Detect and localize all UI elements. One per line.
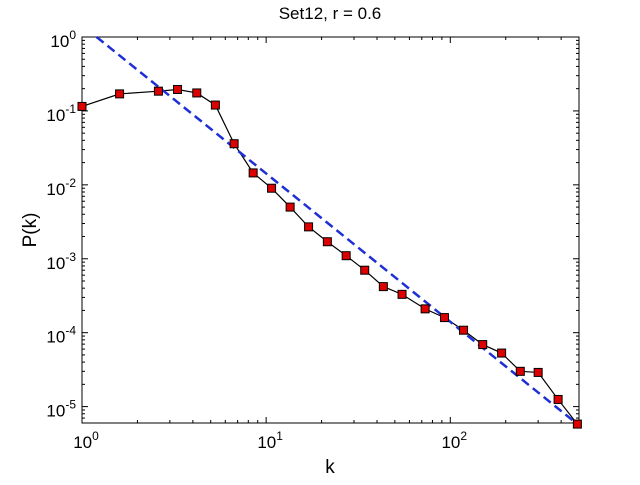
data-point-marker — [533, 367, 543, 377]
data-point-marker — [439, 313, 449, 323]
data-point-marker — [572, 419, 582, 429]
data-point-marker — [248, 168, 258, 178]
y-tick-label: 10-1 — [46, 102, 76, 125]
data-point-marker — [478, 340, 488, 350]
y-tick-label: 10-5 — [46, 398, 76, 421]
chart-title: Set12, r = 0.6 — [279, 4, 382, 23]
data-point-marker — [360, 265, 370, 275]
fit-line — [95, 36, 579, 426]
data-point-marker — [420, 304, 430, 314]
data-point-marker — [304, 222, 314, 232]
data-point-marker — [285, 202, 295, 212]
x-tick-label: 102 — [441, 429, 467, 452]
data-point-marker — [192, 88, 202, 98]
data-point-marker — [515, 366, 525, 376]
data-point-marker — [322, 237, 332, 247]
data-point-marker — [378, 282, 388, 292]
data-point-marker — [153, 86, 163, 96]
data-point-marker — [553, 394, 563, 404]
y-tick-label: 10-4 — [46, 324, 76, 347]
data-point-marker — [229, 139, 239, 149]
data-point-marker — [459, 325, 469, 335]
data-point-marker — [210, 100, 220, 110]
y-tick-label: 10-2 — [46, 176, 76, 199]
y-tick-label: 10-3 — [46, 250, 76, 273]
data-point-marker — [497, 348, 507, 358]
data-point-marker — [267, 183, 277, 193]
x-axis-label: k — [325, 457, 335, 478]
data-point-marker — [341, 251, 351, 261]
data-point-marker — [115, 89, 125, 99]
x-tick-label: 100 — [73, 429, 99, 452]
x-tick-label: 101 — [257, 429, 283, 452]
y-tick-label: 100 — [50, 28, 76, 51]
y-axis-label: P(k) — [20, 213, 41, 248]
tick-labels-layer: 100 101 102 100 10-1 10-2 10-3 10-4 10-5 — [46, 28, 467, 452]
data-point-marker — [397, 289, 407, 299]
data-point-marker — [77, 101, 87, 111]
data-point-marker — [172, 84, 182, 94]
ticks-layer — [81, 36, 580, 424]
series-layer — [77, 36, 582, 429]
